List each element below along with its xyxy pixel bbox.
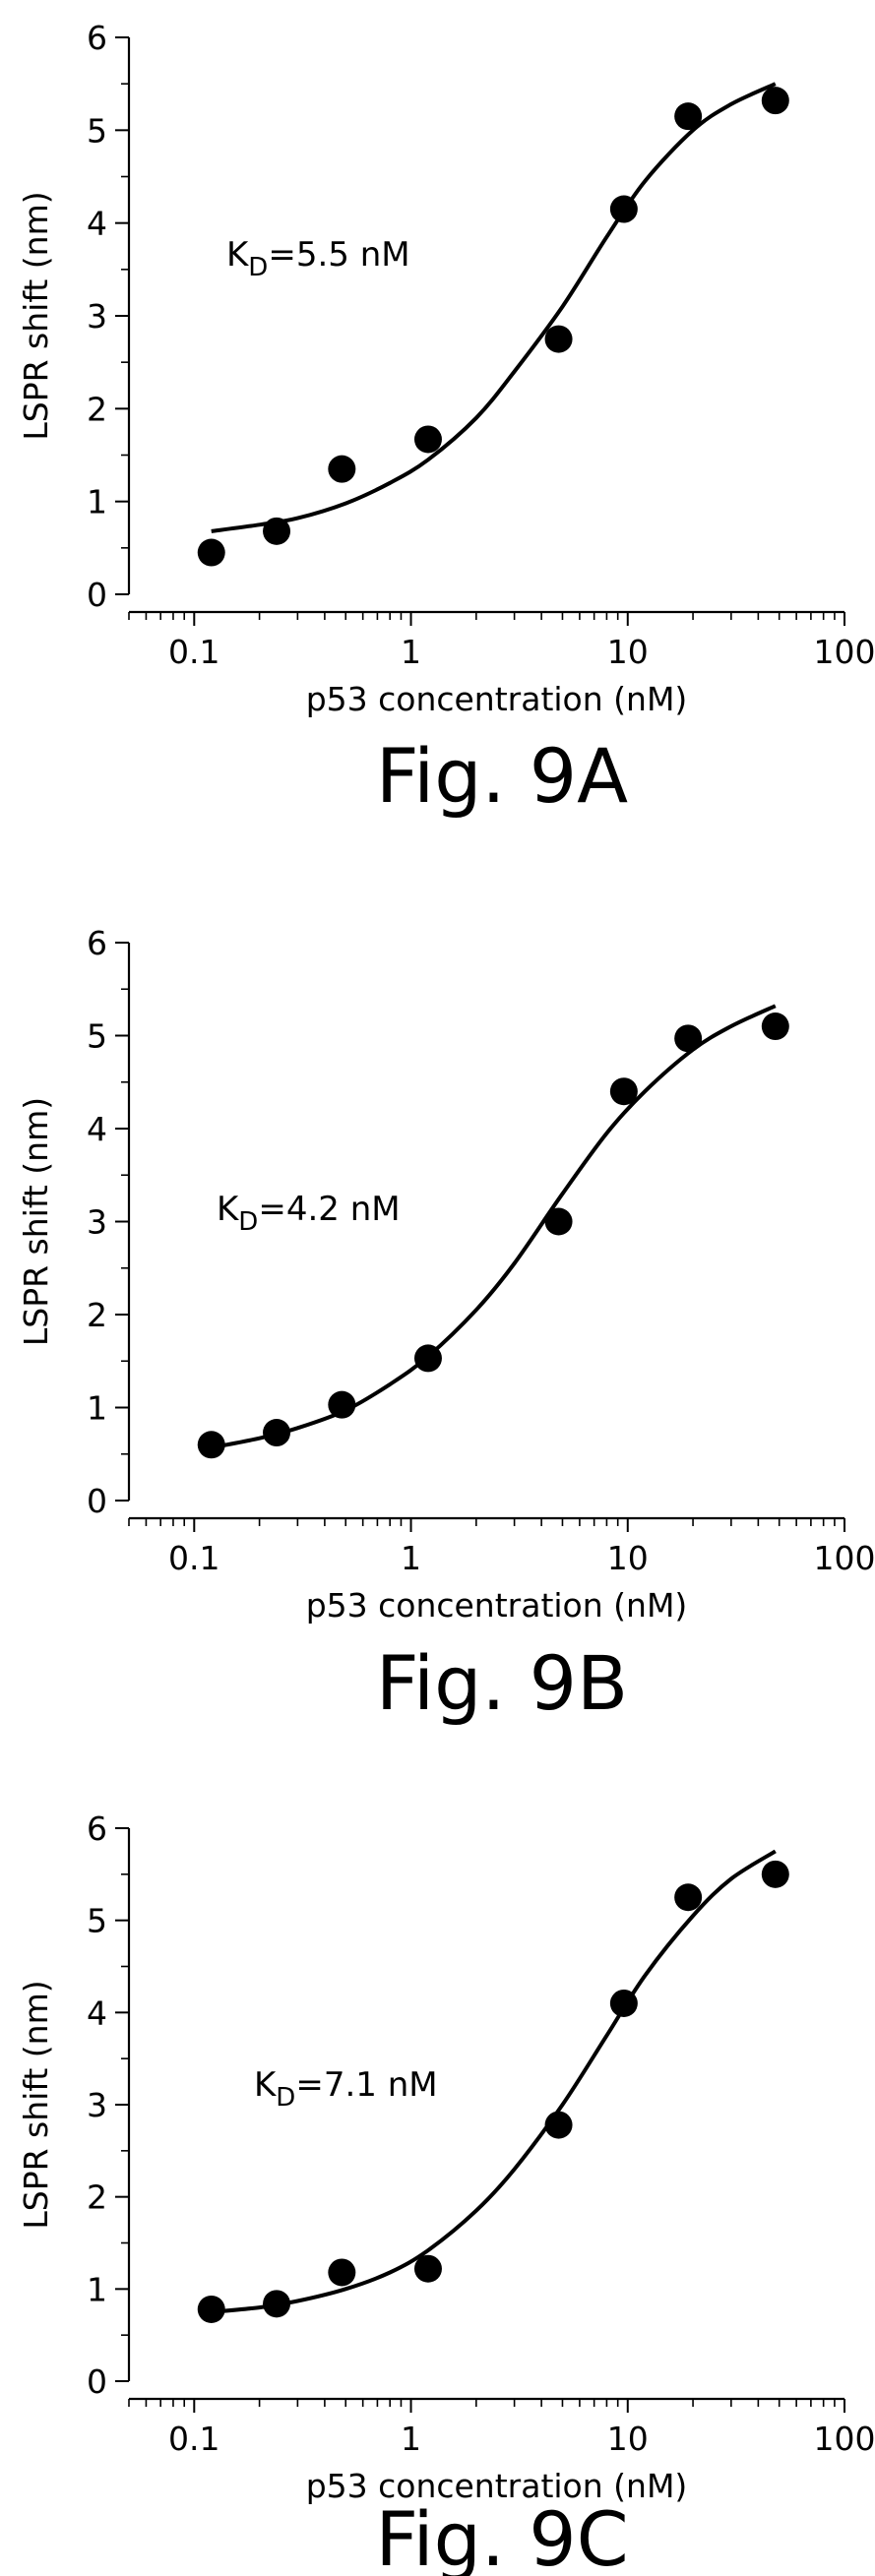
y-tick-label: 2 (87, 1296, 107, 1334)
y-tick-label: 6 (87, 1809, 107, 1848)
data-point (609, 195, 638, 223)
y-tick-label: 0 (87, 1482, 107, 1520)
fit-curve (211, 1849, 777, 2314)
panel-c: 0 1 2 3 4 5 6 0.1 1 10 100 p53 concentration (nM) LS… (17, 1809, 875, 2576)
y-tick-label: 0 (87, 576, 107, 614)
kd-annotation: KD=4.2 nM (217, 1190, 401, 1237)
x-tick-label: 100 (814, 2420, 875, 2458)
data-point (197, 2295, 225, 2323)
x-tick-label: 1 (401, 633, 421, 671)
y-tick-label: 3 (87, 2086, 107, 2124)
y-tick-label: 2 (87, 390, 107, 428)
y-tick-label: 4 (87, 205, 107, 243)
data-point (674, 102, 703, 131)
y-axis-title: LSPR shift (nm) (17, 191, 55, 440)
data-point (197, 538, 225, 567)
data-point (413, 2254, 442, 2283)
y-axis-title: LSPR shift (nm) (17, 1097, 55, 1346)
x-tick-label: 0.1 (168, 1539, 219, 1577)
x-axis-title: p53 concentration (nM) (306, 680, 688, 718)
x-tick-label: 10 (607, 633, 649, 671)
data-point (263, 517, 291, 545)
x-tick-label: 0.1 (168, 2420, 219, 2458)
fit-curve (211, 1004, 777, 1450)
y-tick-label: 2 (87, 2178, 107, 2217)
data-point (609, 1077, 638, 1106)
data-point (263, 1419, 291, 1447)
data-point (544, 2111, 573, 2139)
x-tick-label: 100 (814, 1539, 875, 1577)
y-tick-label: 0 (87, 2362, 107, 2401)
y-tick-label: 1 (87, 1389, 107, 1428)
data-point (761, 87, 789, 115)
data-point (328, 455, 356, 483)
data-point (609, 1989, 638, 2017)
y-tick-label: 5 (87, 111, 107, 150)
y-tick-label: 5 (87, 1017, 107, 1056)
y-tick-label: 3 (87, 297, 107, 336)
data-point (413, 425, 442, 454)
x-axis-title: p53 concentration (nM) (306, 1586, 688, 1625)
data-point (328, 1390, 356, 1419)
x-tick-label: 10 (607, 2420, 649, 2458)
data-point (197, 1431, 225, 1459)
data-point (413, 1344, 442, 1373)
y-tick-label: 3 (87, 1203, 107, 1242)
figure-caption: Fig. 9A (376, 732, 628, 820)
y-tick-label: 1 (87, 483, 107, 521)
data-point (328, 2258, 356, 2287)
y-tick-label: 6 (87, 19, 107, 57)
panel-a: 0 1 2 3 4 5 6 0.1 1 10 100 p53 concentration (nM) LS… (17, 19, 875, 820)
figure-caption: Fig. 9B (376, 1639, 628, 1727)
y-tick-label: 6 (87, 924, 107, 962)
x-axis-title: p53 concentration (nM) (306, 2467, 688, 2505)
kd-annotation: KD=5.5 nM (226, 235, 410, 282)
x-tick-label: 0.1 (168, 633, 219, 671)
data-point (761, 1860, 789, 1888)
y-axis-title: LSPR shift (nm) (17, 1980, 55, 2229)
figure-caption: Fig. 9C (375, 2495, 628, 2576)
y-tick-label: 4 (87, 1993, 107, 2032)
x-tick-label: 10 (607, 1539, 649, 1577)
x-tick-label: 100 (814, 633, 875, 671)
y-tick-label: 4 (87, 1110, 107, 1148)
panel-b: 0 1 2 3 4 5 6 0.1 1 10 100 p53 concentration (nM) LS… (17, 924, 875, 1727)
x-tick-label: 1 (401, 1539, 421, 1577)
y-tick-label: 1 (87, 2270, 107, 2308)
y-tick-label: 5 (87, 1902, 107, 1940)
data-point (674, 1883, 703, 1912)
kd-annotation: KD=7.1 nM (254, 2065, 438, 2113)
data-point (544, 1207, 573, 1236)
data-point (674, 1024, 703, 1053)
data-point (544, 325, 573, 353)
data-point (263, 2290, 291, 2318)
data-point (761, 1012, 789, 1041)
x-tick-label: 1 (401, 2420, 421, 2458)
fit-curve (211, 82, 777, 533)
